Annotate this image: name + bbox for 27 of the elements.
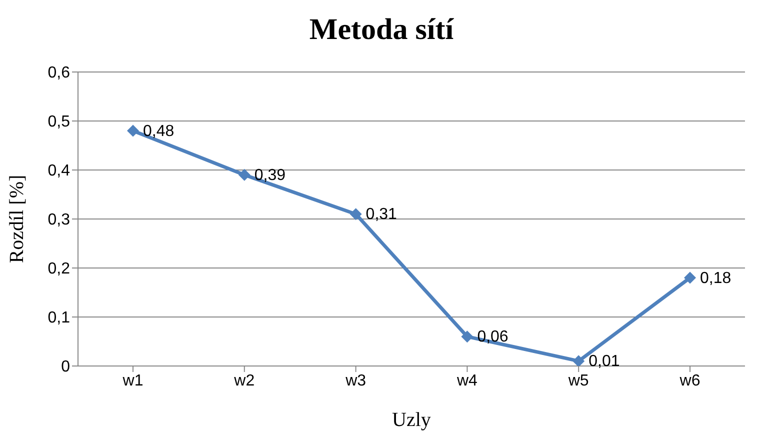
x-tick-label: w2 [233,372,255,390]
point [238,168,250,181]
x-tick-label: w3 [344,372,366,390]
point [461,330,474,343]
point [572,355,585,366]
y-tick-label: 0,3 [48,212,70,229]
data-label: 0,18 [700,270,732,287]
y-tick-label: 0,6 [48,64,70,82]
point [684,272,696,284]
x-axis-title: Uzly [392,409,431,431]
data-label: 0,31 [366,206,398,224]
x-tick-label: w1 [122,372,144,390]
y-tick-label: 0,1 [48,310,70,327]
chart-title: Metoda sítí [308,12,455,48]
data-label: 0,01 [588,353,620,370]
y-tick-label: 0,2 [48,260,70,278]
y-tick-label: 0,4 [48,162,70,180]
y-tick-label: 0,5 [48,114,70,131]
data-label: 0,48 [143,122,174,140]
y-tick-label: 0 [61,358,70,376]
data-label: 0,39 [254,166,286,184]
x-tick-label: w5 [567,372,589,390]
x-tick-label: w4 [456,372,478,390]
point [127,124,139,137]
point [350,208,362,220]
y-axis-title: Rozdíl [%] [6,174,28,264]
x-tick-label: w6 [678,372,700,390]
